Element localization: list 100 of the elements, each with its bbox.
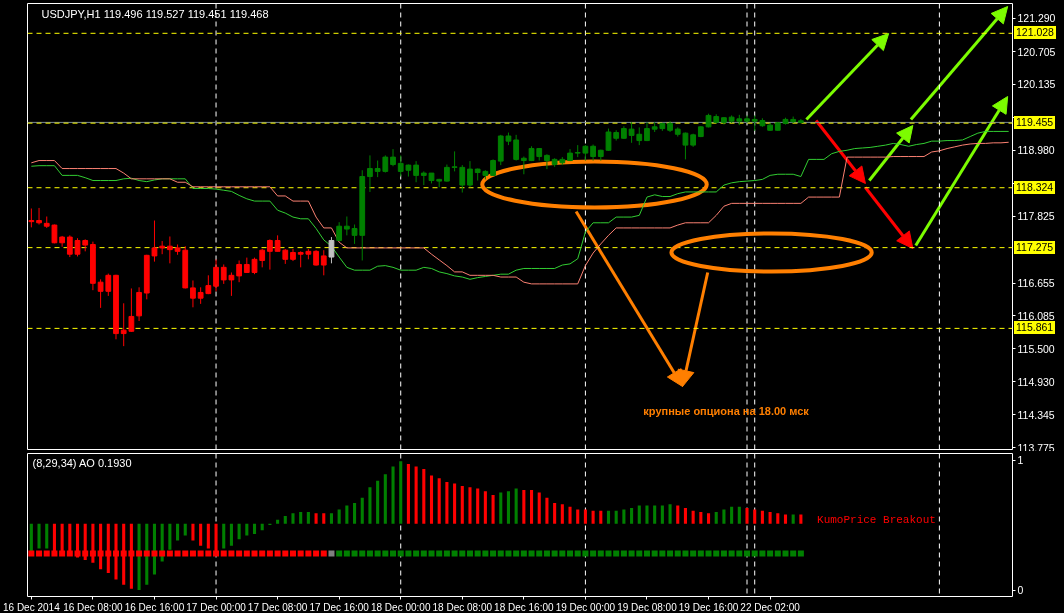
y-tick-label: 118.980 <box>1017 144 1055 157</box>
bar <box>291 513 295 524</box>
candlestick <box>190 279 196 308</box>
candlestick <box>136 286 142 322</box>
candlestick <box>544 153 550 170</box>
x-tick-label: 19 Dec 08:00 <box>617 601 678 613</box>
bar <box>322 513 326 524</box>
x-tick-label: 19 Dec 00:00 <box>555 601 616 613</box>
candlestick <box>367 154 373 193</box>
bar <box>683 508 687 524</box>
bar <box>245 523 249 536</box>
x-tick-label: 16 Dec 08:00 <box>63 601 124 613</box>
x-tick-label: 18 Dec 00:00 <box>370 601 431 613</box>
ref-line-label: 115.861 <box>1014 321 1056 335</box>
bar <box>530 489 534 524</box>
y-tick-label: 120.705 <box>1017 45 1056 58</box>
x-tick-label: 22 Dec 02:00 <box>740 601 801 613</box>
bar <box>791 514 795 524</box>
bar <box>722 509 726 524</box>
candlestick <box>213 258 219 292</box>
bar <box>337 509 341 524</box>
bar <box>429 475 434 524</box>
x-tick-label: 17 Dec 08:00 <box>247 601 308 613</box>
bar <box>483 491 487 524</box>
y-tick-label: 1 <box>1017 454 1024 466</box>
bar <box>691 510 695 524</box>
bar <box>737 506 741 524</box>
bar <box>399 461 403 524</box>
bar <box>229 523 233 546</box>
bar <box>668 504 672 524</box>
ref-line-label: 119.455 <box>1014 116 1056 130</box>
y-tick-label: 115.500 <box>1017 342 1055 355</box>
candlestick <box>236 259 243 283</box>
bar <box>283 515 287 524</box>
bar <box>491 495 495 524</box>
y-tick-label: 113.775 <box>1017 441 1055 454</box>
bar <box>114 523 118 580</box>
bar <box>368 487 372 524</box>
bar <box>583 509 587 524</box>
candlestick <box>413 160 419 183</box>
candlestick <box>343 216 350 236</box>
chart-title: USDJPY,H1 119.496 119.527 119.451 119.468 <box>41 7 269 20</box>
candlestick <box>513 134 520 162</box>
candlestick <box>320 249 327 276</box>
bar <box>176 523 180 541</box>
bar <box>553 502 557 524</box>
bar <box>599 510 603 524</box>
bar <box>576 509 580 524</box>
bar <box>199 523 203 546</box>
bar <box>630 508 634 524</box>
y-tick-label: 0 <box>1017 584 1024 596</box>
y-tick-label: 120.135 <box>1017 78 1056 91</box>
bar <box>560 504 564 524</box>
x-tick-label: 16 Dec 2014 <box>2 601 61 613</box>
y-tick-label: 114.930 <box>1017 375 1055 388</box>
bar <box>414 466 418 524</box>
y-tick-label: 117.825 <box>1017 210 1055 223</box>
candlestick <box>336 221 343 241</box>
bar <box>299 512 303 524</box>
bar <box>252 523 257 535</box>
y-tick-label: 116.085 <box>1017 309 1055 322</box>
bar <box>568 506 572 524</box>
bar <box>306 512 310 524</box>
bar <box>514 488 518 524</box>
x-tick-label: 19 Dec 16:00 <box>678 601 739 613</box>
bar <box>460 486 464 524</box>
bar <box>760 510 764 524</box>
bar <box>329 513 333 524</box>
bar <box>476 488 480 524</box>
candlestick <box>28 208 35 228</box>
bar <box>614 510 618 524</box>
candlestick <box>166 235 173 264</box>
candlestick <box>267 238 273 271</box>
bar <box>660 505 664 524</box>
bar <box>699 512 703 524</box>
bar <box>622 509 626 524</box>
bar <box>776 513 780 524</box>
bar <box>499 492 503 524</box>
chart-title: (8,29,34) AO 0.1930 <box>32 456 132 469</box>
bar <box>799 514 803 524</box>
bar <box>768 512 772 524</box>
x-tick-label: 18 Dec 16:00 <box>494 601 555 613</box>
bar <box>360 497 364 524</box>
bar <box>314 513 318 524</box>
candlestick <box>36 207 42 225</box>
bar <box>437 478 441 524</box>
ref-line-label: 117.275 <box>1014 240 1056 254</box>
ref-line-label: 121.028 <box>1014 26 1056 40</box>
bar <box>237 523 241 540</box>
bar <box>591 510 595 524</box>
candlestick <box>328 236 335 264</box>
bar <box>376 480 380 524</box>
candlestick <box>390 148 396 167</box>
bar <box>383 474 387 524</box>
bar <box>537 492 541 524</box>
y-tick-label: 114.345 <box>1017 408 1055 421</box>
bar <box>453 483 457 524</box>
bar <box>730 506 734 524</box>
y-tick-label: 116.655 <box>1017 277 1055 290</box>
bar <box>606 510 611 524</box>
